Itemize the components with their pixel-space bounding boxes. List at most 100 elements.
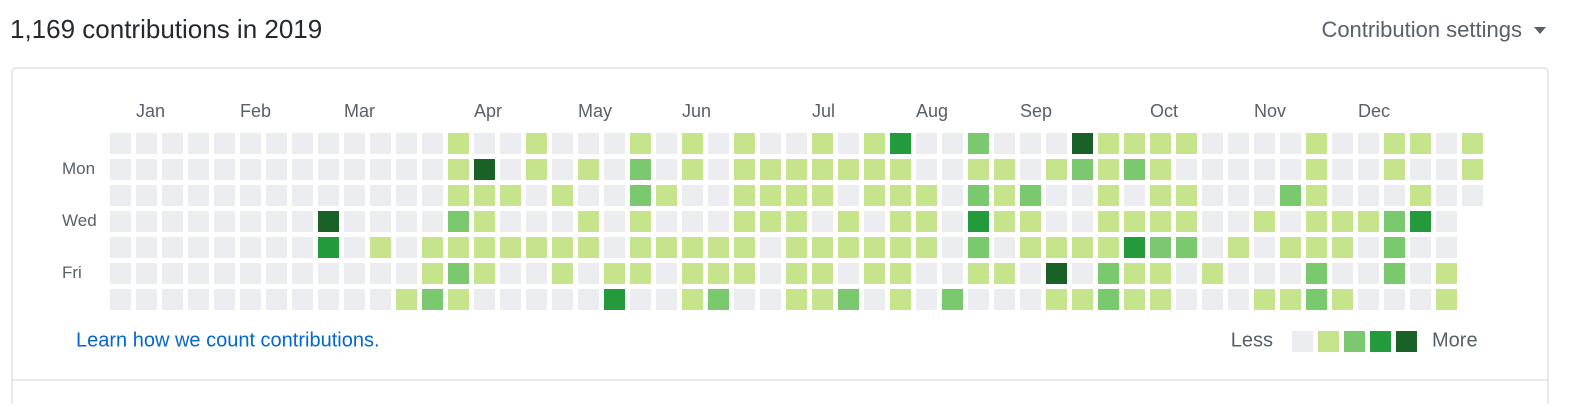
day-cell [916, 211, 937, 232]
day-cell [1280, 237, 1301, 258]
day-cell [604, 159, 625, 180]
day-cell [760, 133, 781, 154]
day-cell [994, 211, 1015, 232]
day-cell [448, 263, 469, 284]
day-cell [1384, 289, 1405, 310]
day-cell [864, 185, 885, 206]
day-cell [500, 289, 521, 310]
day-cell [1410, 211, 1431, 232]
title: 1,169 contributions in 2019 [10, 14, 322, 44]
day-cell [1020, 159, 1041, 180]
day-cell [396, 211, 417, 232]
day-cell [942, 263, 963, 284]
day-cell [604, 211, 625, 232]
day-cell [630, 263, 651, 284]
day-cell [1020, 263, 1041, 284]
day-cell [1176, 263, 1197, 284]
day-cell [838, 133, 859, 154]
day-cell [214, 133, 235, 154]
day-cell [708, 159, 729, 180]
legend-swatch [1292, 331, 1313, 352]
day-cell [344, 185, 365, 206]
day-cell [682, 289, 703, 310]
day-cell [1098, 133, 1119, 154]
day-cell [110, 211, 131, 232]
day-cell [370, 133, 391, 154]
day-cell [1124, 185, 1145, 206]
day-cell [916, 185, 937, 206]
dropdown-caret[interactable] [1534, 27, 1546, 34]
day-cell [1306, 133, 1327, 154]
day-cell [474, 263, 495, 284]
day-cell [1280, 263, 1301, 284]
day-cell [1176, 133, 1197, 154]
day-cell [1306, 159, 1327, 180]
legend-less: Less [1231, 329, 1273, 351]
day-cell [162, 159, 183, 180]
day-cell [292, 237, 313, 258]
day-cell [422, 211, 443, 232]
day-cell [968, 211, 989, 232]
settings-button[interactable]: Contribution settings [1321, 17, 1522, 42]
day-cell [838, 159, 859, 180]
day-cell [890, 237, 911, 258]
day-cell [136, 211, 157, 232]
day-cell [968, 289, 989, 310]
day-cell [448, 133, 469, 154]
day-cell [734, 185, 755, 206]
day-cell [1280, 185, 1301, 206]
day-cell [318, 133, 339, 154]
day-cell [1410, 159, 1431, 180]
day-cell [136, 159, 157, 180]
day-cell [1150, 159, 1171, 180]
day-cell [890, 133, 911, 154]
day-cell [1202, 185, 1223, 206]
day-cell [968, 237, 989, 258]
day-cell [240, 185, 261, 206]
day-cell [240, 133, 261, 154]
day-cell [1410, 263, 1431, 284]
day-cell [812, 159, 833, 180]
day-cell [812, 289, 833, 310]
day-cell [162, 237, 183, 258]
day-cell [1306, 185, 1327, 206]
day-cell [1410, 133, 1431, 154]
month-label: May [578, 101, 612, 121]
day-cell [916, 237, 937, 258]
day-cell [240, 211, 261, 232]
day-cell [1332, 237, 1353, 258]
day-cell [942, 159, 963, 180]
day-cell [682, 133, 703, 154]
day-cell [682, 185, 703, 206]
day-cell [890, 185, 911, 206]
day-cell [526, 237, 547, 258]
day-cell [1020, 237, 1041, 258]
day-cell [1150, 263, 1171, 284]
day-cell [136, 237, 157, 258]
day-cell [578, 185, 599, 206]
day-cell [1306, 237, 1327, 258]
day-label: Wed [62, 211, 97, 230]
day-cell [266, 263, 287, 284]
day-cell [240, 159, 261, 180]
learn-link[interactable]: Learn how we count contributions. [76, 329, 380, 351]
day-cell [838, 237, 859, 258]
day-cell [162, 263, 183, 284]
month-label: Dec [1358, 101, 1390, 121]
day-cell [682, 237, 703, 258]
day-cell [1384, 133, 1405, 154]
day-cell [1228, 133, 1249, 154]
day-cell [396, 185, 417, 206]
day-cell [968, 185, 989, 206]
day-cell [448, 159, 469, 180]
day-cell [396, 133, 417, 154]
day-cell [1436, 185, 1457, 206]
day-cell [188, 185, 209, 206]
day-cell [448, 289, 469, 310]
day-cell [760, 211, 781, 232]
day-cell [1098, 159, 1119, 180]
day-cell [890, 159, 911, 180]
day-cell [942, 133, 963, 154]
day-cell [1332, 289, 1353, 310]
